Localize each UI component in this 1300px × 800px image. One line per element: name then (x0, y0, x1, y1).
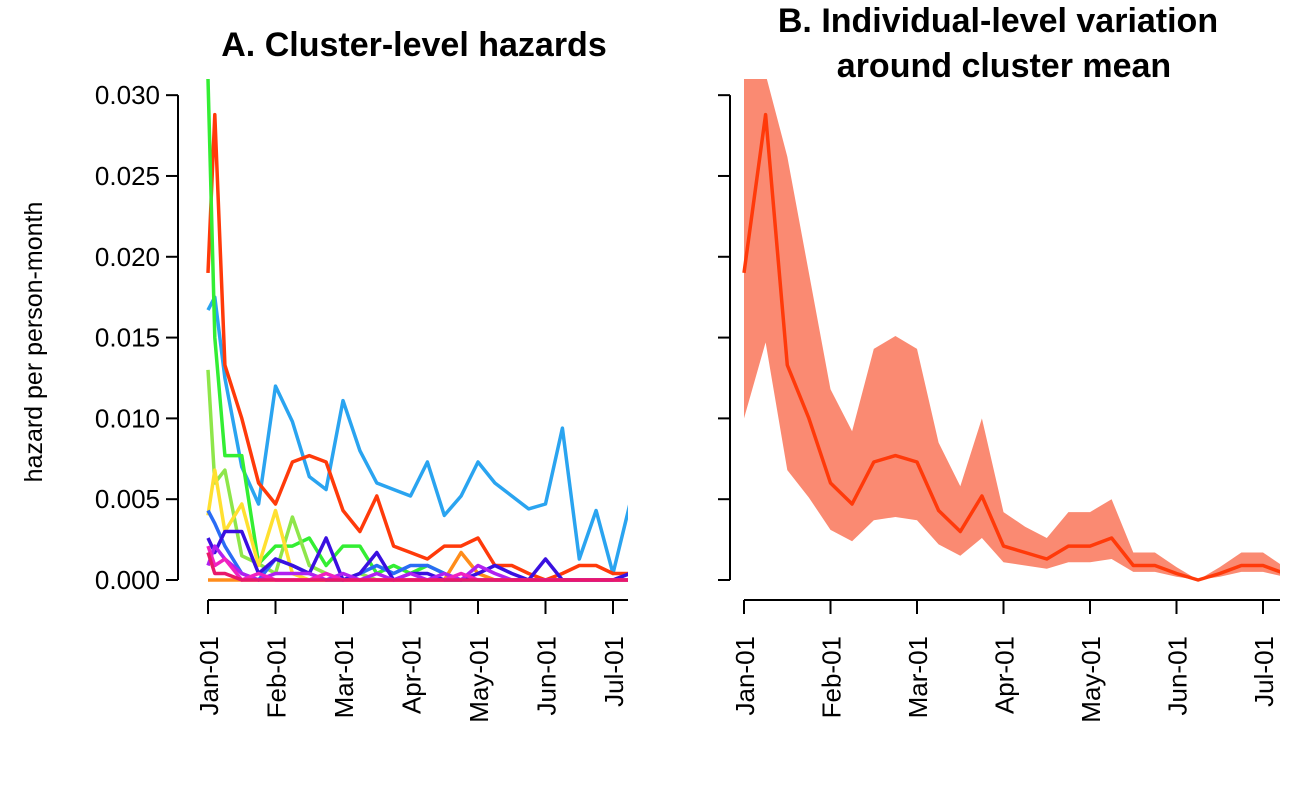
panel-b-mean-group (742, 112, 1280, 582)
panel-b-title-line-2: around cluster mean (837, 47, 1171, 85)
panel-a-y-tick-label: 0.020 (95, 242, 160, 272)
panel-a-y-tick-label: 0.030 (95, 80, 160, 110)
panel-a-y-tick-label: 0.025 (95, 161, 160, 191)
panel-b: B. Individual-level variation around clu… (718, 2, 1280, 723)
series-line-1 (206, 295, 628, 576)
panel-a-x-tick-label: Apr-01 (397, 636, 427, 714)
panel-b-x-axis: Jan-01 Feb-01 Mar-01 Apr-01 May-01 Jun-01 Jul-… (730, 599, 1280, 723)
cluster-mean-line (742, 112, 1280, 582)
panel-a-title: A. Cluster-level hazards (221, 26, 606, 64)
panel-b-x-tick-label: Apr-01 (990, 636, 1020, 714)
panel-a-series (206, 79, 628, 582)
panel-a-y-axis: 0.000 0.005 0.010 0.015 0.020 0.025 0.030 (95, 80, 179, 595)
series-line-11 (206, 551, 628, 582)
panel-a-x-tick-label: Feb-01 (262, 636, 292, 718)
panel-b-x-tick-label: Mar-01 (903, 636, 933, 718)
panel-b-x-tick-label: Jan-01 (730, 636, 760, 716)
panel-a-y-tick-label: 0.010 (95, 403, 160, 433)
variation-band (744, 79, 1280, 580)
panel-b-x-tick-label: Feb-01 (817, 636, 847, 718)
panel-a-y-tick-label: 0.000 (95, 565, 160, 595)
panel-b-band-group (744, 79, 1280, 580)
panel-b-y-axis (718, 94, 731, 581)
panel-a-x-tick-label: Jul-01 (599, 636, 629, 707)
panel-a-x-tick-label: Jan-01 (194, 636, 224, 716)
panel-a-y-tick-label: 0.005 (95, 484, 160, 514)
panel-a-x-tick-label: May-01 (464, 636, 494, 723)
panel-a-x-axis: Jan-01 Feb-01 Mar-01 Apr-01 May-01 Jun-01 Jul-… (194, 599, 629, 723)
panel-a-y-tick-label: 0.015 (95, 323, 160, 353)
panel-b-title-line-1: B. Individual-level variation (778, 2, 1218, 40)
panel-b-x-tick-label: Jul-01 (1249, 636, 1279, 707)
panel-b-x-tick-label: May-01 (1076, 636, 1106, 723)
panel-b-x-tick-label: Jun-01 (1163, 636, 1193, 716)
series-line-2 (206, 112, 628, 582)
panel-a-x-tick-label: Mar-01 (329, 636, 359, 718)
y-axis-label: hazard per person-month (20, 202, 48, 483)
panel-a: A. Cluster-level hazards hazard per pers… (20, 26, 629, 723)
series-line-3 (206, 79, 628, 582)
panel-a-x-tick-label: Jun-01 (532, 636, 562, 716)
